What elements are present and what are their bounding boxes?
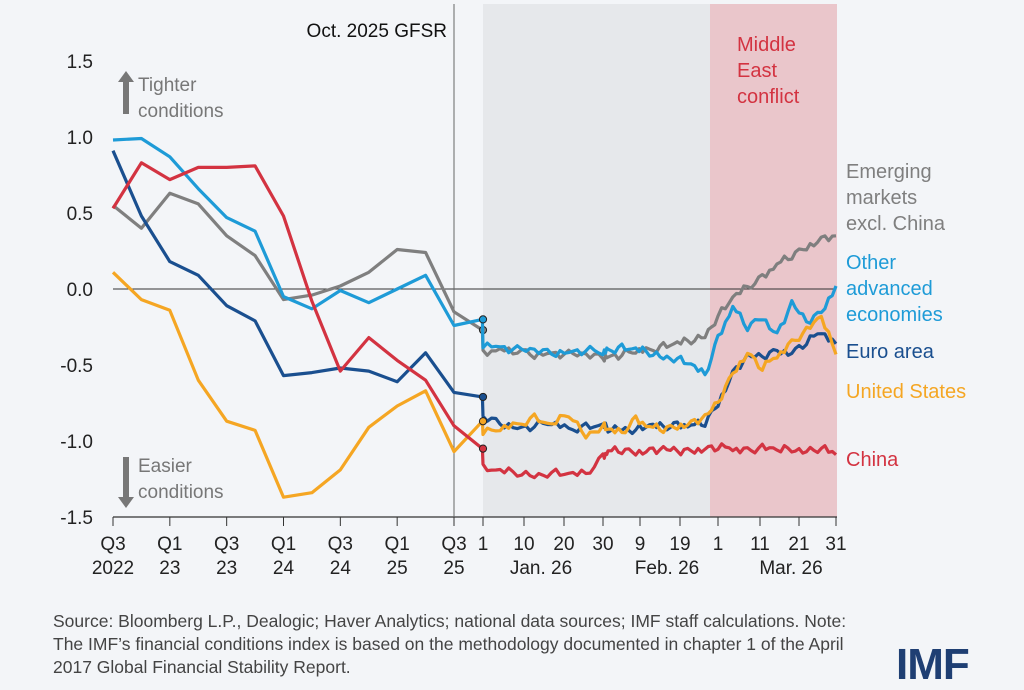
y-tick-label: -1.0 xyxy=(60,432,93,453)
easier-label-line: Easier xyxy=(138,456,193,477)
china-label-line: China xyxy=(846,449,899,471)
x-tick-label: 25 xyxy=(443,558,464,579)
x-tick-label: 21 xyxy=(788,534,809,555)
series-marker xyxy=(478,392,488,402)
easier-label-line: conditions xyxy=(138,482,224,503)
imf-logo: IMF xyxy=(896,640,970,689)
x-tick-label: Q3 xyxy=(328,534,353,555)
conflict-label-line: conflict xyxy=(737,86,800,108)
down-arrow-icon xyxy=(118,457,134,508)
x-tick-label: 1 xyxy=(713,534,724,555)
y-tick-label: 1.5 xyxy=(67,52,93,73)
em-label-line: excl. China xyxy=(846,213,946,235)
series-marker xyxy=(478,315,488,324)
tighter-label-line: conditions xyxy=(138,101,224,122)
gfsr-label: Oct. 2025 GFSR xyxy=(307,21,447,42)
euro-label-line: Euro area xyxy=(846,341,935,363)
chart: 1.5 1.0 0.5 0.0 -0.5 -1.0 -1.5 Q3 2022 Q1 23 Q3 23 Q1… xyxy=(60,4,966,579)
x-tick-label: 19 xyxy=(669,534,690,555)
oae-label-line: advanced xyxy=(846,278,933,300)
em-label-line: markets xyxy=(846,187,917,209)
x-tick-label: Q3 xyxy=(214,534,239,555)
tighter-label-line: Tighter xyxy=(138,75,197,96)
conflict-label-line: East xyxy=(737,60,777,82)
em-label-line: Emerging xyxy=(846,161,932,183)
y-tick-label: -1.5 xyxy=(60,508,93,529)
x-tick-label: 24 xyxy=(273,558,295,579)
series-line xyxy=(111,271,838,499)
conflict-label-line: Middle xyxy=(737,34,796,56)
x-tick-label: 2022 xyxy=(92,558,134,579)
x-tick-label: 10 xyxy=(513,534,534,555)
x-tick-label: Q3 xyxy=(441,534,466,555)
x-tick-label: 9 xyxy=(635,534,646,555)
conflict-period-shade xyxy=(710,4,837,517)
series-line xyxy=(111,191,837,363)
x-tick-label: 11 xyxy=(750,534,770,555)
x-tick-label: 31 xyxy=(825,534,846,555)
recent-period-shade xyxy=(483,4,710,517)
series-line xyxy=(111,161,838,480)
x-tick-label: 23 xyxy=(216,558,237,579)
y-tick-label: 0.5 xyxy=(67,204,93,225)
series-marker xyxy=(478,444,488,453)
source-note: Source: Bloomberg L.P., Dealogic; Haver … xyxy=(53,611,847,677)
x-tick-label: 30 xyxy=(592,534,613,555)
y-tick-label: -0.5 xyxy=(60,356,93,377)
month-label: Mar. 26 xyxy=(759,558,822,579)
x-tick-label: 25 xyxy=(387,558,408,579)
x-tick-label: Q1 xyxy=(157,534,182,555)
oae-label-line: economies xyxy=(846,304,943,326)
x-tick-label: 20 xyxy=(553,534,574,555)
y-tick-label: 0.0 xyxy=(67,280,93,301)
up-arrow-icon xyxy=(118,71,134,114)
y-tick-label: 1.0 xyxy=(67,128,93,149)
series-marker xyxy=(478,417,488,426)
oae-label-line: Other xyxy=(846,252,896,274)
x-tick-label: Q1 xyxy=(384,534,409,555)
x-tick-label: Q1 xyxy=(271,534,296,555)
us-label-line: United States xyxy=(846,381,966,403)
month-label: Jan. 26 xyxy=(510,558,572,579)
month-label: Feb. 26 xyxy=(635,558,699,579)
x-tick-label: 24 xyxy=(330,558,352,579)
x-tick-label: Q3 xyxy=(100,534,125,555)
series-line xyxy=(112,136,838,377)
x-tick-label: 23 xyxy=(159,558,180,579)
x-tick-label: 1 xyxy=(478,534,489,555)
